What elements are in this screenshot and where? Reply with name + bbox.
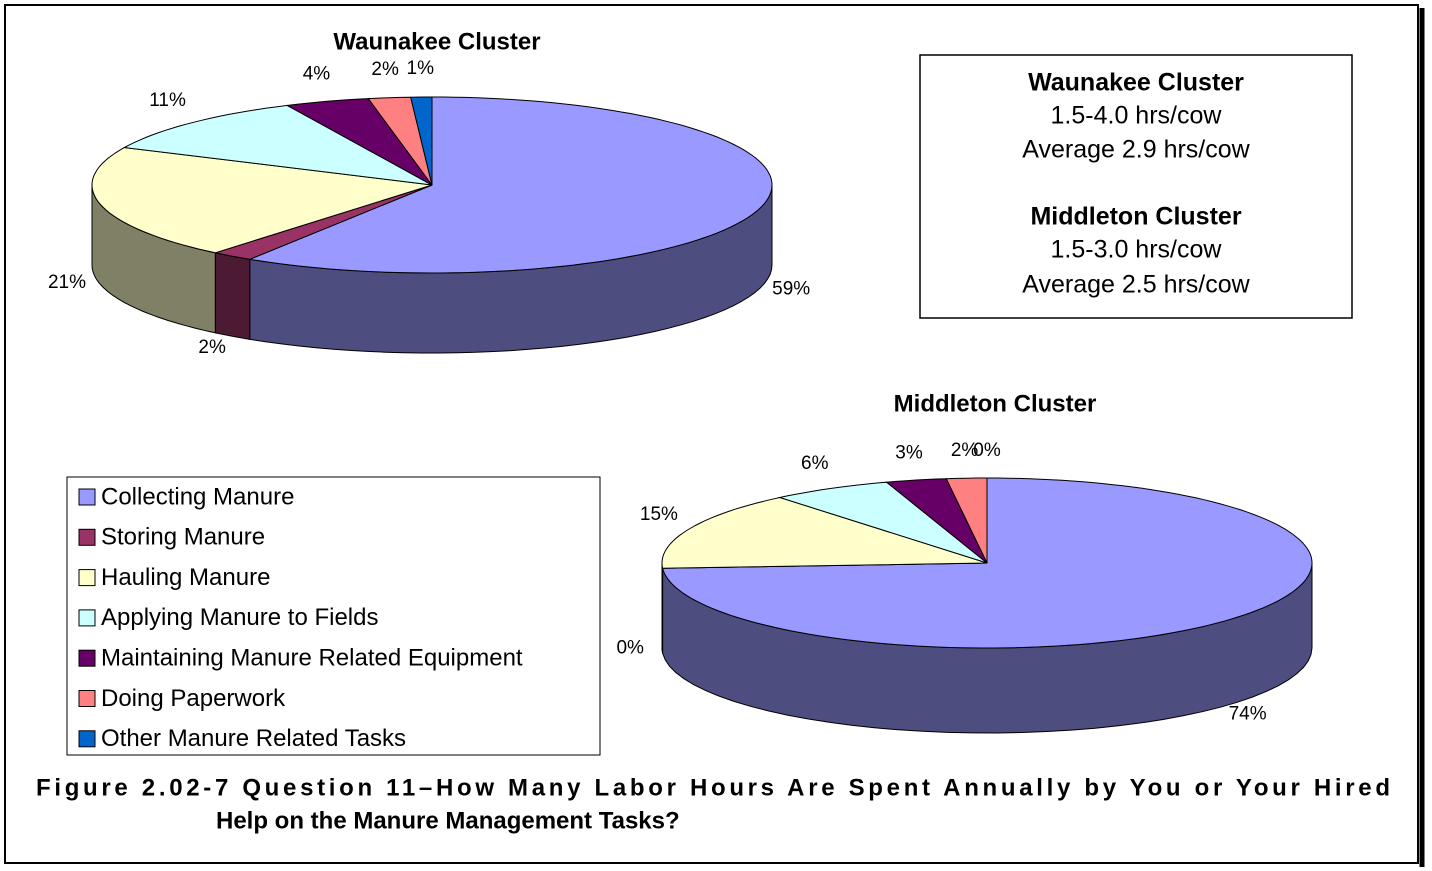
pie-slice — [777, 481, 988, 564]
data-label: 3% — [895, 442, 923, 463]
legend-label: Doing Paperwork — [101, 685, 286, 712]
data-label: 21% — [48, 272, 86, 293]
info-box — [919, 54, 1353, 319]
legend-label: Applying Manure to Fields — [101, 604, 378, 631]
legend-swatch — [78, 730, 96, 748]
pie-slice-side — [661, 563, 664, 654]
info-line: 1.5-4.0 hrs/cow — [1051, 102, 1223, 130]
legend-label: Hauling Manure — [101, 564, 270, 591]
legend-swatch — [78, 528, 96, 546]
caption: Help on the Manure Management Tasks? — [216, 807, 680, 834]
info-line: Waunakee Cluster — [1028, 69, 1244, 97]
data-label: 6% — [801, 453, 829, 474]
info-line: Middleton Cluster — [1030, 203, 1241, 231]
pie-slice — [285, 98, 433, 186]
info-line: Average 2.9 hrs/cow — [1022, 136, 1250, 164]
legend — [66, 476, 601, 756]
data-label: 4% — [303, 63, 331, 84]
pie-slice — [247, 96, 773, 274]
data-label: 2% — [198, 337, 226, 358]
chart-title: Waunakee Cluster — [333, 28, 540, 55]
info-line: Average 2.5 hrs/cow — [1022, 271, 1250, 299]
chart-title: Middleton Cluster — [894, 390, 1097, 417]
data-label: 2% — [371, 59, 399, 80]
info-line: 1.5-3.0 hrs/cow — [1051, 236, 1223, 264]
data-label: 0% — [973, 440, 1001, 461]
legend-swatch — [78, 488, 96, 506]
legend-label: Storing Manure — [101, 524, 265, 551]
data-label: 74% — [1229, 704, 1267, 725]
data-label: 59% — [772, 279, 810, 300]
legend-swatch — [78, 690, 96, 707]
data-label: 15% — [640, 504, 678, 525]
pie-slice-side — [214, 252, 251, 340]
data-label: 11% — [149, 90, 186, 111]
pie-slice — [122, 104, 433, 186]
data-label: 2% — [951, 440, 979, 461]
data-label: 1% — [407, 58, 435, 79]
legend-label: Maintaining Manure Related Equipment — [101, 645, 523, 672]
pie-slice — [885, 478, 988, 564]
pie-slice — [410, 96, 433, 186]
legend-label: Collecting Manure — [101, 483, 294, 510]
pie-slice — [661, 496, 988, 569]
legend-swatch — [78, 649, 96, 667]
legend-swatch — [78, 569, 96, 587]
data-label: 0% — [616, 638, 644, 659]
pie-slice — [91, 146, 433, 254]
legend-label: Other Manure Related Tasks — [101, 725, 406, 752]
legend-swatch — [78, 609, 96, 627]
